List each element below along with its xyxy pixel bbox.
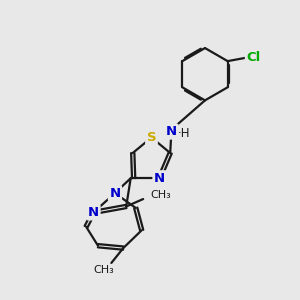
Text: S: S [147, 131, 156, 144]
Text: CH₃: CH₃ [151, 190, 171, 200]
Text: N: N [166, 125, 177, 138]
Text: Cl: Cl [246, 51, 261, 64]
Text: N: N [88, 206, 99, 219]
Text: ·H: ·H [178, 127, 190, 140]
Text: CH₃: CH₃ [93, 266, 114, 275]
Text: N: N [110, 187, 121, 200]
Text: N: N [154, 172, 165, 185]
